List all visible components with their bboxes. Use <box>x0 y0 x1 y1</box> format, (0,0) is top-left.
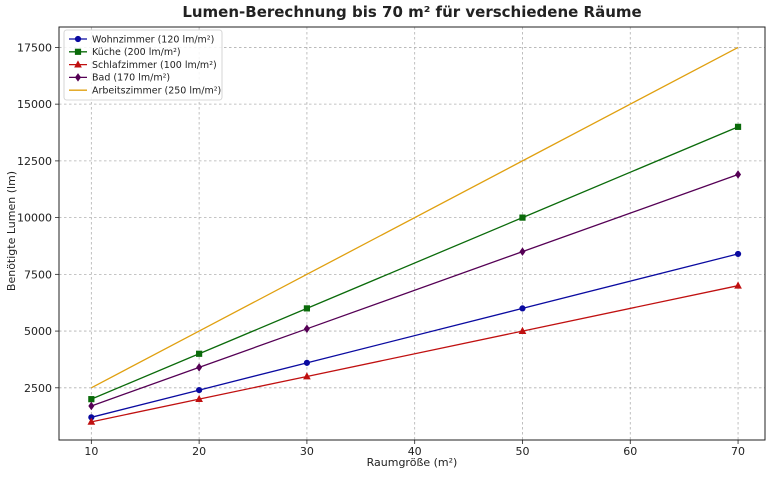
legend-marker <box>74 73 82 82</box>
data-point <box>303 324 310 334</box>
data-point <box>303 305 311 312</box>
legend-box <box>63 29 223 101</box>
y-tick-label: 12500 <box>17 155 52 168</box>
legend-label: Wohnzimmer (120 lm/m²) <box>92 34 214 45</box>
plot-frame <box>58 26 766 441</box>
data-point <box>87 417 96 425</box>
legend: Wohnzimmer (120 lm/m²) Küche (200 lm/m²) S… <box>63 29 223 101</box>
data-point <box>303 372 311 380</box>
legend-label: Küche (200 lm/m²) <box>92 47 181 58</box>
y-tick-label: 5000 <box>24 325 52 338</box>
data-point <box>518 326 527 334</box>
legend-marker <box>74 35 82 43</box>
x-tick-label: 70 <box>731 445 745 458</box>
y-tick-label: 15000 <box>17 98 52 111</box>
series-5 <box>91 46 739 389</box>
legend-item: Arbeitszimmer (250 lm/m²) <box>69 86 221 97</box>
series-line <box>91 46 739 389</box>
chart-title: Lumen-Berechnung bis 70 m² für verschied… <box>182 3 641 21</box>
data-point <box>88 396 95 403</box>
legend-item: Wohnzimmer (120 lm/m²) <box>69 34 214 45</box>
x-tick-label: 50 <box>515 445 529 458</box>
axis-ticks: 10 20 30 40 50 60 70 2500 5000 7500 10000 12500 1500… <box>17 41 745 458</box>
y-tick-label: 7500 <box>24 268 52 281</box>
data-point <box>734 123 742 130</box>
x-tick-label: 30 <box>300 445 314 458</box>
legend-marker <box>74 48 82 55</box>
x-tick-label: 40 <box>408 445 422 458</box>
legend-marker <box>74 60 82 68</box>
data-point <box>88 401 95 411</box>
legend-label: Bad (170 lm/m²) <box>92 73 170 84</box>
legend-label: Arbeitszimmer (250 lm/m²) <box>92 86 221 97</box>
data-point <box>195 394 203 403</box>
series-layer <box>87 46 742 425</box>
y-axis-label: Benötigte Lumen (lm) <box>5 171 18 291</box>
x-tick-label: 10 <box>84 445 98 458</box>
y-tick-label: 2500 <box>24 382 52 395</box>
data-point <box>196 386 203 394</box>
legend-item: Bad (170 lm/m²) <box>69 73 170 84</box>
data-point <box>519 305 526 312</box>
data-point <box>735 170 742 179</box>
data-point <box>519 214 526 221</box>
x-tick-label: 20 <box>192 445 206 458</box>
series-line <box>91 285 739 423</box>
legend-item: Schlafzimmer (100 lm/m²) <box>69 60 217 71</box>
data-point <box>734 250 742 258</box>
data-point <box>196 363 203 372</box>
series-3 <box>87 281 742 425</box>
legend-label: Schlafzimmer (100 lm/m²) <box>92 60 217 71</box>
data-point <box>519 247 526 256</box>
y-tick-label: 10000 <box>17 212 52 225</box>
y-tick-label: 17500 <box>17 41 52 54</box>
data-point <box>303 359 311 366</box>
grid <box>59 27 765 440</box>
data-point <box>734 281 742 289</box>
x-tick-label: 60 <box>623 445 637 458</box>
series-2 <box>88 123 742 403</box>
series-1 <box>88 250 742 421</box>
data-point <box>196 350 203 357</box>
legend-item: Küche (200 lm/m²) <box>69 47 181 58</box>
x-axis-label: Raumgröße (m²) <box>367 456 458 469</box>
series-4 <box>88 170 742 411</box>
